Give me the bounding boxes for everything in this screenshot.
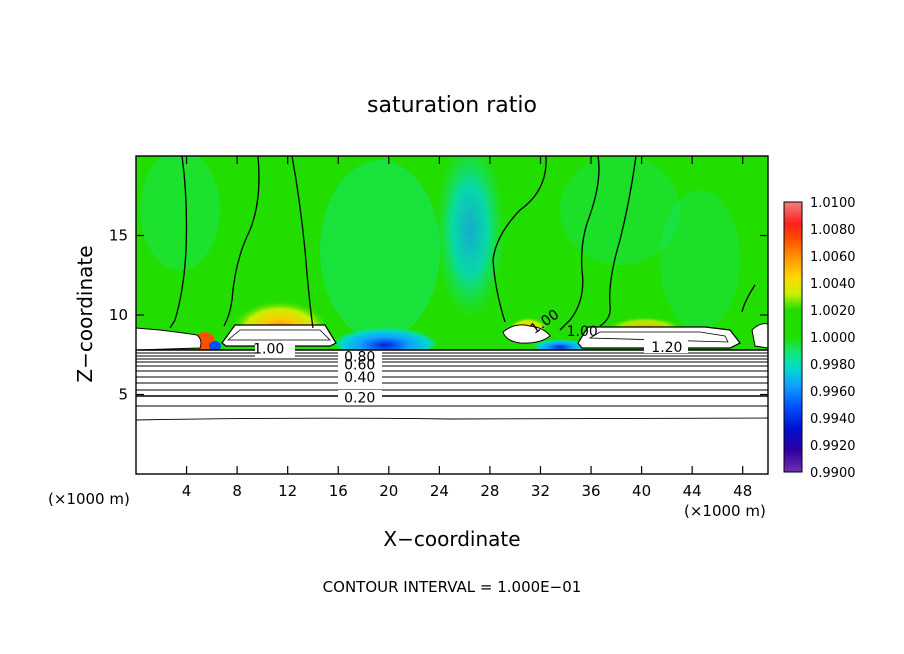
contour-label: 0.60 [344,357,375,373]
colorbar-gradient [783,201,803,473]
x-tick-label: 36 [581,482,600,500]
x-axis-label: X−coordinate [383,527,520,551]
contour-line [599,156,637,327]
contour-line [741,284,756,313]
contour-label-bg [338,371,382,385]
colorbar-tick-label: 1.0020 [810,304,856,319]
stable-layer [136,350,768,474]
x-tick-label: 8 [232,482,242,500]
field-patch [532,336,588,352]
field-patch [660,190,740,330]
x-tick-label: 40 [632,482,651,500]
field-patch [320,160,440,340]
x-tick-label: 28 [480,482,499,500]
x-tick-label: 20 [379,482,398,500]
y-axis-ticks: 5 10 15 [109,227,768,404]
y-tick-label: 10 [109,306,128,324]
colorbar-tick-label: 1.0060 [810,250,856,265]
colorbar-tick-label: 1.0100 [810,196,856,211]
plot-area: 1.00 1.201.00 1.000.800.600.400.20 [136,156,768,474]
contour-line [291,156,314,329]
x-tick-label: 44 [683,482,702,500]
contour-label: 0.40 [344,370,375,386]
field-patch [330,320,440,356]
cloud-region [588,331,729,343]
contour-line [559,156,600,331]
field-patch [209,341,221,351]
x-tick-label: 24 [430,482,449,500]
cloud-region [136,327,202,351]
colorbar-tick-label: 0.9980 [810,358,856,373]
cloud-region [226,329,331,341]
cloud-region [502,324,551,344]
field-patch [560,156,680,265]
colorbar-tick-label: 0.9900 [810,466,856,481]
contour-label: 1.20 [651,340,682,356]
colorbar-tick-label: 1.0080 [810,223,856,238]
contour-label: 1.00 [253,341,284,357]
colorbar-tick-label: 1.0000 [810,331,856,346]
colorbar-tick-label: 0.9940 [810,412,856,427]
contour-label-bg [338,352,382,365]
contour-label: 1.00 [567,324,598,340]
x-tick-label: 12 [278,482,297,500]
colorbar-labels: 1.0100 1.0080 1.0060 1.0040 1.0020 1.0000 0.99… [810,196,856,481]
contour-label: 0.20 [344,391,375,407]
contour-line [223,156,260,327]
chart-title: saturation ratio [367,93,537,118]
field-patch [435,156,505,320]
y-axis-label: Z−coordinate [73,245,97,382]
x-tick-label: 48 [733,482,752,500]
contour-line [136,417,768,421]
x-tick-label: 16 [329,482,348,500]
contour-line [492,156,547,323]
contour-line [169,156,188,329]
colorbar: 1.0100 1.0080 1.0060 1.0040 1.0020 1.0000 0.99… [783,196,856,481]
x-tick-label: 32 [531,482,550,500]
cloud-region [751,323,768,349]
x-unit-right: (×1000 m) [684,502,766,520]
contour-interval-note: CONTOUR INTERVAL = 1.000E−01 [323,578,582,596]
y-tick-label: 15 [109,227,128,245]
x-unit-left: (×1000 m) [48,490,130,508]
contour-label-bg [255,343,295,357]
colorbar-tick-label: 0.9960 [810,385,856,400]
x-axis-ticks: 4 8 12 16 20 24 28 32 36 40 44 48 [182,156,752,500]
y-tick-label: 5 [118,386,128,404]
colorbar-tick-label: 0.9920 [810,439,856,454]
contour-label-bg [644,339,688,353]
contour-label: 0.80 [344,349,375,365]
colorbar-tick-label: 1.0040 [810,277,856,292]
contour-label-bg [338,390,382,404]
x-tick-label: 4 [182,482,192,500]
field-patch [140,156,220,270]
